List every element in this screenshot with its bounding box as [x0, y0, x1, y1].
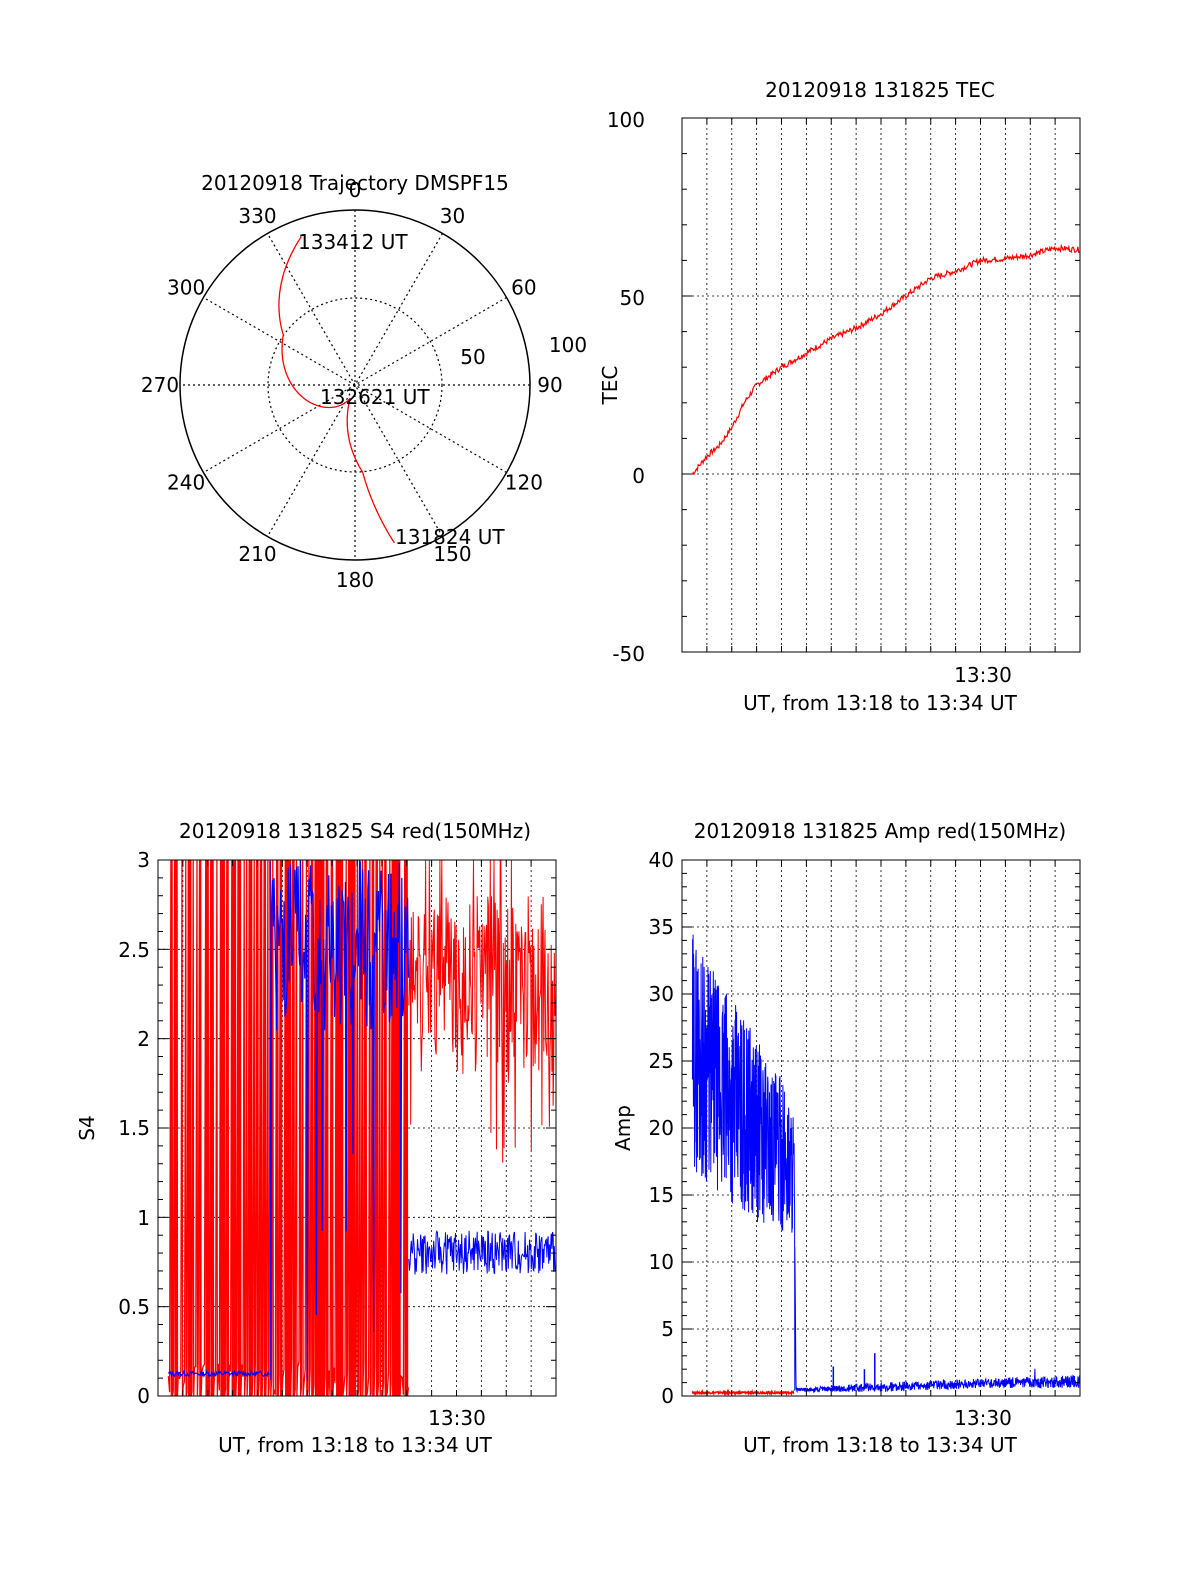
polar-angle-label: 300: [167, 276, 205, 300]
polar-angle-label: 330: [238, 204, 276, 228]
amp-ytick-label: 5: [661, 1317, 674, 1341]
polar-title: 20120918 Trajectory DMSPF15: [201, 171, 509, 195]
tec-ytick-label: -50: [612, 642, 645, 666]
polar-angle-label: 120: [505, 471, 543, 495]
polar-spokes: [180, 210, 530, 560]
polar-angle-label: 0: [349, 178, 362, 202]
polar-spoke: [266, 233, 444, 537]
amp-ytick-label: 20: [649, 1116, 674, 1140]
radial-label-100: 100: [549, 333, 587, 357]
polar-angle-label: 150: [433, 542, 471, 566]
tec-xtick-label: 13:30: [954, 663, 1012, 687]
amp-ytick-label: 25: [649, 1049, 674, 1073]
s4-blue-line-late: [408, 1230, 556, 1275]
amp-chart: 20120918 131825 Amp red(150MHz) 0 5 10 1…: [611, 819, 1081, 1457]
trajectory-mid-label: 132621 UT: [320, 385, 430, 409]
amp-ytick-label: 35: [649, 915, 674, 939]
polar-angle-label: 240: [167, 471, 205, 495]
s4-ytick-label: 0.5: [118, 1295, 150, 1319]
s4-xlabel: UT, from 13:18 to 13:34 UT: [218, 1433, 493, 1457]
polar-angle-label: 270: [141, 373, 179, 397]
s4-ticks: [158, 859, 556, 1397]
amp-ytick-label: 30: [649, 982, 674, 1006]
amp-ytick-label: 15: [649, 1183, 674, 1207]
tec-grid: [682, 118, 1080, 652]
amp-ytick-label: 40: [649, 848, 674, 872]
amp-ytick-label: 0: [661, 1384, 674, 1408]
s4-ylabel: S4: [75, 1115, 99, 1140]
tec-ytick-label: 50: [620, 286, 645, 310]
tec-ticks: [682, 117, 1080, 653]
amp-ytick-label: 10: [649, 1250, 674, 1274]
tec-ytick-label: 0: [632, 464, 645, 488]
s4-series: [167, 860, 556, 1396]
trajectory-start-label: 131824 UT: [395, 525, 505, 549]
amp-red-line: [691, 1388, 795, 1396]
tec-chart: 20120918 131825 TEC 100 50 0 -50 13:30 U…: [598, 78, 1081, 715]
s4-red-line: [167, 860, 410, 1396]
s4-ytick-label: 1.5: [118, 1116, 150, 1140]
tec-series: [691, 243, 1080, 476]
s4-blue-line: [269, 860, 409, 1381]
s4-ytick-label: 3: [137, 848, 150, 872]
s4-red-line-late: [408, 860, 556, 1163]
s4-ytick-label: 2: [137, 1027, 150, 1051]
tec-line: [691, 243, 1080, 476]
polar-angle-label: 30: [440, 204, 465, 228]
s4-title: 20120918 131825 S4 red(150MHz): [179, 819, 531, 843]
s4-chart: 20120918 131825 S4 red(150MHz) 0 0.5 1 1…: [75, 819, 557, 1457]
amp-ticks: [682, 859, 1080, 1397]
tec-ytick-label: 100: [607, 108, 645, 132]
trajectory-end-label: 133412 UT: [298, 230, 408, 254]
amp-series: [691, 934, 1080, 1396]
trajectory-track: [278, 236, 395, 544]
polar-angle-label: 210: [238, 542, 276, 566]
polar-chart: 20120918 Trajectory DMSPF15 0 30 60 90 120 15…: [141, 171, 587, 592]
amp-ylabel: Amp: [611, 1105, 635, 1151]
s4-ytick-label: 1: [137, 1206, 150, 1230]
amp-grid: [682, 860, 1080, 1396]
tec-title: 20120918 131825 TEC: [765, 78, 995, 102]
polar-angle-label: 90: [537, 373, 562, 397]
tec-ylabel: TEC: [598, 366, 622, 406]
amp-blue-line: [691, 934, 1080, 1394]
polar-angle-label: 180: [336, 568, 374, 592]
radial-label-50: 50: [460, 345, 485, 369]
polar-angle-labels: 0 30 60 90 120 150 180 210 240 270 300 330: [141, 178, 563, 592]
amp-xtick-label: 13:30: [954, 1406, 1012, 1430]
amp-title: 20120918 131825 Amp red(150MHz): [694, 819, 1066, 843]
s4-blue-baseline: [167, 1368, 271, 1378]
polar-angle-label: 60: [511, 276, 536, 300]
s4-xtick-label: 13:30: [428, 1406, 486, 1430]
s4-ytick-label: 2.5: [118, 938, 150, 962]
s4-ytick-label: 0: [137, 1384, 150, 1408]
amp-xlabel: UT, from 13:18 to 13:34 UT: [743, 1433, 1018, 1457]
tec-xlabel: UT, from 13:18 to 13:34 UT: [743, 691, 1018, 715]
